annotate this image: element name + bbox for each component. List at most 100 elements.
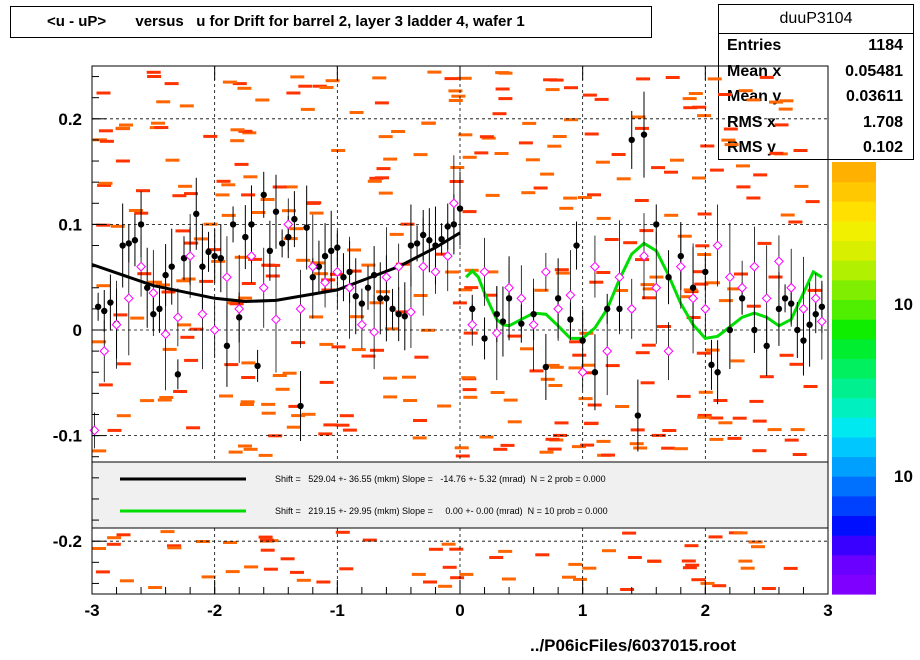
heatmap-cell — [464, 286, 479, 290]
profile-point-magenta — [675, 261, 686, 272]
heatmap-cell — [789, 362, 804, 366]
fit-legend-text-green: Shift = 219.15 +- 29.95 (mkm) Slope = 0.… — [275, 506, 608, 516]
heatmap-cell — [175, 229, 190, 233]
heatmap-cell — [156, 100, 171, 104]
heatmap-cell — [677, 234, 692, 238]
heatmap-cell — [92, 340, 107, 344]
palette-cell — [832, 397, 876, 418]
heatmap-cell — [697, 413, 712, 417]
profile-point-magenta — [651, 282, 662, 293]
profile-point-black — [665, 274, 672, 281]
heatmap-cell — [450, 576, 465, 580]
heatmap-cell — [700, 144, 715, 148]
heatmap-cell — [154, 126, 169, 129]
heatmap-cell — [623, 241, 638, 245]
heatmap-cell — [584, 421, 599, 425]
heatmap-cell — [378, 191, 393, 195]
profile-point-black — [131, 237, 139, 244]
profile-point-black — [456, 205, 464, 212]
heatmap-cell — [589, 280, 604, 284]
heatmap-cell — [116, 126, 131, 130]
heatmap-cell — [402, 375, 416, 379]
heatmap-cell — [500, 443, 515, 447]
profile-point-magenta — [602, 346, 613, 357]
profile-point-magenta — [749, 261, 760, 272]
heatmap-cell — [146, 70, 161, 74]
heatmap-cell — [498, 71, 513, 75]
heatmap-cell — [631, 115, 646, 119]
heatmap-cell — [423, 580, 437, 584]
profile-point-black — [413, 240, 421, 247]
heatmap-cell — [682, 566, 697, 570]
heatmap-cell — [676, 394, 691, 398]
profile-point-magenta — [773, 256, 784, 267]
heatmap-cell — [342, 428, 357, 432]
profile-point-black — [640, 131, 648, 138]
heatmap-cell — [573, 577, 587, 581]
heatmap-cell — [642, 296, 656, 300]
profile-point-magenta — [688, 293, 699, 304]
palette-cell — [832, 554, 876, 575]
heatmap-cell — [403, 399, 418, 402]
profile-point-magenta — [332, 266, 343, 277]
stats-row-rms-x: RMS x 1.708 — [719, 111, 913, 137]
heatmap-cell — [462, 155, 477, 159]
heatmap-cell — [751, 545, 765, 549]
profile-point-magenta — [663, 346, 674, 357]
heatmap-cell — [449, 547, 464, 551]
heatmap-cell — [148, 586, 163, 589]
heatmap-cell — [774, 123, 789, 127]
heatmap-cell — [413, 153, 428, 157]
heatmap-cell — [98, 129, 113, 133]
heatmap-cell — [176, 279, 191, 283]
heatmap-cell — [136, 189, 150, 193]
heatmap-cell — [224, 363, 239, 367]
profile-point-black — [352, 293, 359, 300]
heatmap-cell — [761, 587, 776, 590]
heatmap-cell — [498, 549, 513, 553]
palette-cell — [832, 574, 876, 595]
stats-label: Mean x — [727, 62, 782, 80]
profile-point-magenta — [737, 282, 748, 293]
heatmap-cell — [331, 149, 346, 152]
heatmap-cell — [692, 270, 707, 274]
heatmap-cell — [681, 559, 696, 563]
heatmap-cell — [563, 196, 578, 200]
profile-point-magenta — [712, 240, 723, 251]
profile-point-magenta — [516, 293, 527, 304]
palette-cell — [832, 515, 876, 536]
heatmap-cell — [222, 80, 237, 84]
heatmap-cell — [568, 366, 583, 370]
heatmap-cell — [323, 423, 338, 427]
heatmap-cell — [116, 362, 131, 366]
heatmap-cell — [310, 261, 325, 265]
heatmap-cell — [296, 578, 311, 582]
heatmap-cell — [723, 127, 738, 131]
heatmap-cell — [369, 301, 384, 305]
heatmap-cell — [627, 556, 642, 559]
heatmap-cell — [427, 70, 442, 74]
heatmap-cell — [749, 399, 764, 403]
heatmap-cell — [238, 129, 253, 133]
heatmap-cell — [709, 416, 724, 420]
heatmap-cell — [110, 224, 125, 228]
heatmap-cell — [107, 536, 122, 540]
profile-point-black — [377, 295, 384, 302]
heatmap-cell — [241, 282, 256, 285]
heatmap-cell — [611, 153, 626, 156]
heatmap-cell — [367, 179, 382, 183]
heatmap-cell — [640, 283, 655, 287]
profile-point-black — [193, 210, 200, 218]
heatmap-cell — [289, 227, 304, 231]
heatmap-cell — [784, 438, 799, 442]
heatmap-cell — [554, 268, 569, 272]
heatmap-cell — [549, 365, 564, 369]
profile-point-black — [297, 402, 304, 410]
heatmap-cell — [238, 444, 252, 448]
profile-point-black — [432, 242, 439, 249]
stats-value: 1184 — [868, 37, 903, 54]
heatmap-cell — [706, 281, 720, 285]
heatmap-cell — [251, 211, 266, 214]
heatmap-cell — [321, 278, 336, 282]
